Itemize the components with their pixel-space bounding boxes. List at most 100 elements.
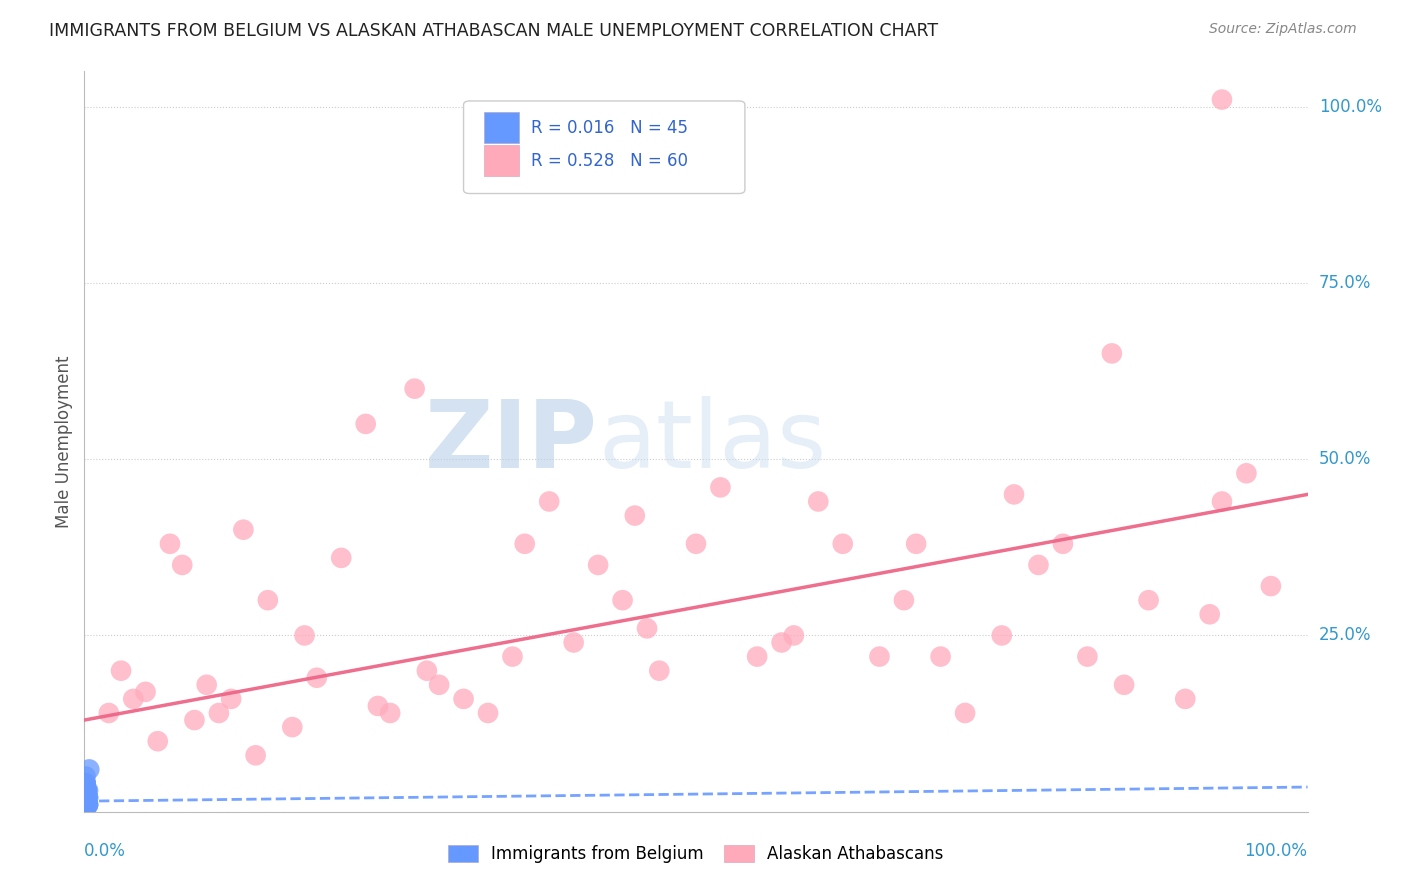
Point — [612, 593, 634, 607]
Point — [219, 692, 242, 706]
Point — [76, 790, 98, 805]
FancyBboxPatch shape — [484, 112, 519, 144]
Point — [1211, 494, 1233, 508]
Point — [77, 783, 100, 797]
Text: 100.0%: 100.0% — [1244, 842, 1308, 860]
Point — [77, 797, 100, 812]
Point — [76, 797, 98, 812]
Point — [76, 783, 98, 797]
Point — [75, 797, 97, 812]
Point — [75, 783, 97, 797]
Point — [905, 537, 928, 551]
Point — [146, 734, 169, 748]
Text: 75.0%: 75.0% — [1319, 274, 1371, 292]
Point — [77, 790, 100, 805]
Point — [477, 706, 499, 720]
Point — [747, 649, 769, 664]
Point — [75, 783, 97, 797]
Point — [929, 649, 952, 664]
Point — [76, 797, 98, 812]
Point — [77, 763, 100, 777]
Legend: Immigrants from Belgium, Alaskan Athabascans: Immigrants from Belgium, Alaskan Athabas… — [441, 838, 950, 870]
Point — [75, 769, 97, 783]
Point — [783, 628, 806, 642]
Point — [75, 790, 97, 805]
Point — [75, 790, 97, 805]
Point — [75, 776, 97, 790]
Point — [76, 797, 98, 812]
Point — [991, 628, 1014, 642]
Point — [75, 797, 97, 812]
Point — [685, 537, 707, 551]
Point — [427, 678, 450, 692]
Point — [76, 783, 98, 797]
Point — [1260, 579, 1282, 593]
Point — [75, 790, 97, 805]
Point — [562, 635, 585, 649]
Point — [208, 706, 231, 720]
Point — [1101, 346, 1123, 360]
Point — [513, 537, 536, 551]
Point — [305, 671, 328, 685]
Point — [1052, 537, 1074, 551]
Point — [76, 797, 98, 812]
Point — [76, 790, 98, 805]
Point — [330, 550, 353, 565]
Point — [257, 593, 280, 607]
Point — [75, 776, 97, 790]
Point — [245, 748, 267, 763]
Point — [1002, 487, 1025, 501]
Point — [75, 797, 97, 812]
Point — [76, 797, 98, 812]
Point — [77, 797, 100, 812]
Point — [770, 635, 793, 649]
Point — [76, 783, 98, 797]
Text: 100.0%: 100.0% — [1319, 97, 1382, 116]
Text: 25.0%: 25.0% — [1319, 626, 1371, 644]
Point — [183, 713, 205, 727]
Point — [159, 537, 181, 551]
Point — [75, 790, 97, 805]
Point — [1076, 649, 1098, 664]
Point — [1198, 607, 1220, 622]
Point — [76, 790, 98, 805]
Point — [1137, 593, 1160, 607]
FancyBboxPatch shape — [464, 101, 745, 194]
Point — [76, 783, 98, 797]
Point — [367, 698, 389, 713]
Point — [807, 494, 830, 508]
Point — [75, 797, 97, 812]
Point — [75, 797, 97, 812]
Point — [77, 797, 100, 812]
Text: 0.0%: 0.0% — [84, 842, 127, 860]
Point — [636, 621, 658, 635]
Text: IMMIGRANTS FROM BELGIUM VS ALASKAN ATHABASCAN MALE UNEMPLOYMENT CORRELATION CHAR: IMMIGRANTS FROM BELGIUM VS ALASKAN ATHAB… — [49, 22, 938, 40]
Point — [195, 678, 218, 692]
Point — [380, 706, 402, 720]
Point — [1236, 467, 1258, 481]
Point — [294, 628, 316, 642]
Point — [831, 537, 853, 551]
Point — [97, 706, 120, 720]
Point — [75, 790, 97, 805]
Text: Source: ZipAtlas.com: Source: ZipAtlas.com — [1209, 22, 1357, 37]
Point — [709, 480, 731, 494]
Point — [1028, 558, 1050, 572]
Text: atlas: atlas — [598, 395, 827, 488]
Point — [232, 523, 254, 537]
Point — [281, 720, 304, 734]
Point — [77, 790, 100, 805]
Point — [75, 776, 97, 790]
Point — [953, 706, 976, 720]
Text: R = 0.016   N = 45: R = 0.016 N = 45 — [531, 119, 688, 136]
Point — [354, 417, 377, 431]
Point — [453, 692, 475, 706]
Text: ZIP: ZIP — [425, 395, 598, 488]
Point — [172, 558, 194, 572]
Point — [869, 649, 891, 664]
Point — [1174, 692, 1197, 706]
Point — [1211, 93, 1233, 107]
Point — [502, 649, 524, 664]
Point — [75, 797, 97, 812]
Point — [122, 692, 145, 706]
